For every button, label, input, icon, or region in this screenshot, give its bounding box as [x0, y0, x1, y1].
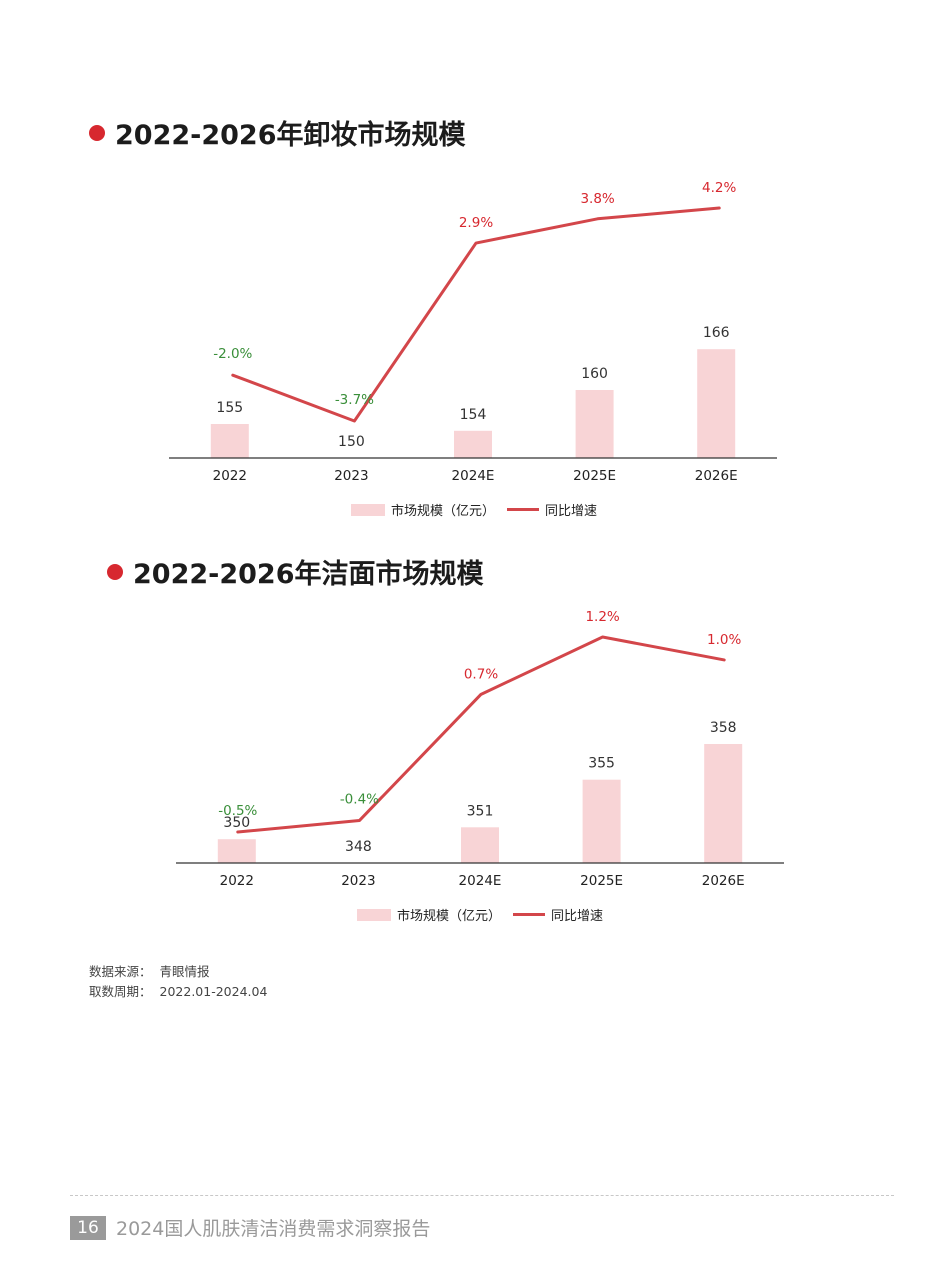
bar-2024E	[461, 827, 499, 863]
growth-line	[236, 635, 726, 834]
x-tick-label: 2024E	[452, 468, 495, 484]
bar-value-label: 155	[216, 400, 243, 416]
x-tick-label: 2024E	[459, 873, 502, 889]
chart1: 2022 2023 2024E 2025E 2026E 155 150 154 160 166 -2…	[0, 0, 950, 500]
bar-2026E	[697, 349, 736, 458]
period-label: 取数周期：	[89, 984, 152, 999]
bar-value-label: 351	[467, 803, 494, 819]
legend-line-swatch	[507, 508, 540, 511]
x-tick-label: 2025E	[580, 873, 623, 889]
chart2-title: 2022-2026年洁面市场规模	[107, 552, 484, 591]
legend-bar-swatch	[357, 908, 391, 921]
chart1-title-text: 2022-2026年卸妆市场规模	[115, 120, 466, 151]
title-bullet-icon	[107, 563, 123, 580]
x-tick-label: 2025E	[573, 468, 616, 484]
chart1-legend: 市场规模（亿元） 同比增速	[351, 500, 597, 519]
period-value: 2022.01-2024.04	[159, 984, 268, 999]
chart2-svg: 2022 2023 2024E 2025E 2026E 350 348 351 355 358 -0…	[176, 609, 784, 889]
legend-line-label: 同比增速	[551, 909, 604, 924]
bar-value-label: 150	[338, 434, 365, 450]
bar-2022	[217, 839, 256, 863]
bar-value-label: 358	[710, 720, 737, 736]
growth-label: 0.7%	[464, 666, 498, 682]
bar-2025E	[575, 390, 614, 458]
bar-2025E	[582, 779, 621, 863]
report-title: 2024国人肌肤清洁消费需求洞察报告	[116, 1218, 431, 1240]
growth-line	[231, 206, 721, 423]
growth-label: 4.2%	[702, 180, 736, 196]
bar-value-label: 154	[460, 407, 487, 423]
growth-label: 1.0%	[707, 632, 741, 648]
bar-value-label: 355	[588, 756, 615, 772]
bar-value-label: 348	[345, 839, 372, 855]
x-tick-label: 2023	[341, 873, 375, 889]
bar-value-label: 160	[581, 366, 608, 382]
legend-bar-label: 市场规模（亿元）	[397, 909, 502, 924]
growth-label: -0.4%	[340, 792, 379, 808]
chart1-title: 2022-2026年卸妆市场规模	[89, 113, 466, 152]
x-tick-label: 2022	[220, 873, 254, 889]
title-bullet-icon	[89, 124, 105, 141]
growth-label: 2.9%	[459, 215, 493, 231]
bar-2026E	[704, 744, 743, 863]
data-source-value: 青眼情报	[159, 964, 210, 979]
footer-divider	[70, 1195, 894, 1196]
data-source-label: 数据来源：	[89, 964, 152, 979]
x-tick-label: 2026E	[695, 468, 738, 484]
x-tick-label: 2022	[213, 468, 247, 484]
legend-line-label: 同比增速	[545, 504, 598, 519]
chart2: 2022 2023 2024E 2025E 2026E 350 348 351 355 358 -0…	[176, 609, 784, 889]
bar-2022	[210, 424, 249, 458]
page-number: 16	[70, 1215, 106, 1240]
growth-label: 3.8%	[580, 191, 614, 207]
legend-bar-swatch	[351, 503, 385, 516]
chart1-svg: 2022 2023 2024E 2025E 2026E 155 150 154 160 166 -2…	[169, 180, 777, 484]
x-tick-label: 2026E	[702, 873, 745, 889]
data-source-note: 数据来源： 青眼情报 取数周期： 2022.01-2024.04	[89, 962, 267, 1002]
legend-bar-label: 市场规模（亿元）	[391, 504, 496, 519]
growth-label: -0.5%	[218, 803, 257, 819]
x-tick-label: 2023	[334, 468, 368, 484]
page-footer: 16 2024国人肌肤清洁消费需求洞察报告	[70, 1214, 430, 1241]
chart2-legend: 市场规模（亿元） 同比增速	[357, 905, 603, 924]
legend-line-swatch	[513, 913, 546, 916]
bar-value-label: 166	[703, 325, 730, 341]
growth-label: 1.2%	[585, 609, 619, 625]
growth-label: -3.7%	[335, 392, 374, 408]
bar-value-label: 350	[223, 815, 250, 831]
growth-label: -2.0%	[213, 346, 252, 362]
bar-2024E	[454, 430, 492, 458]
chart2-title-text: 2022-2026年洁面市场规模	[133, 559, 484, 590]
